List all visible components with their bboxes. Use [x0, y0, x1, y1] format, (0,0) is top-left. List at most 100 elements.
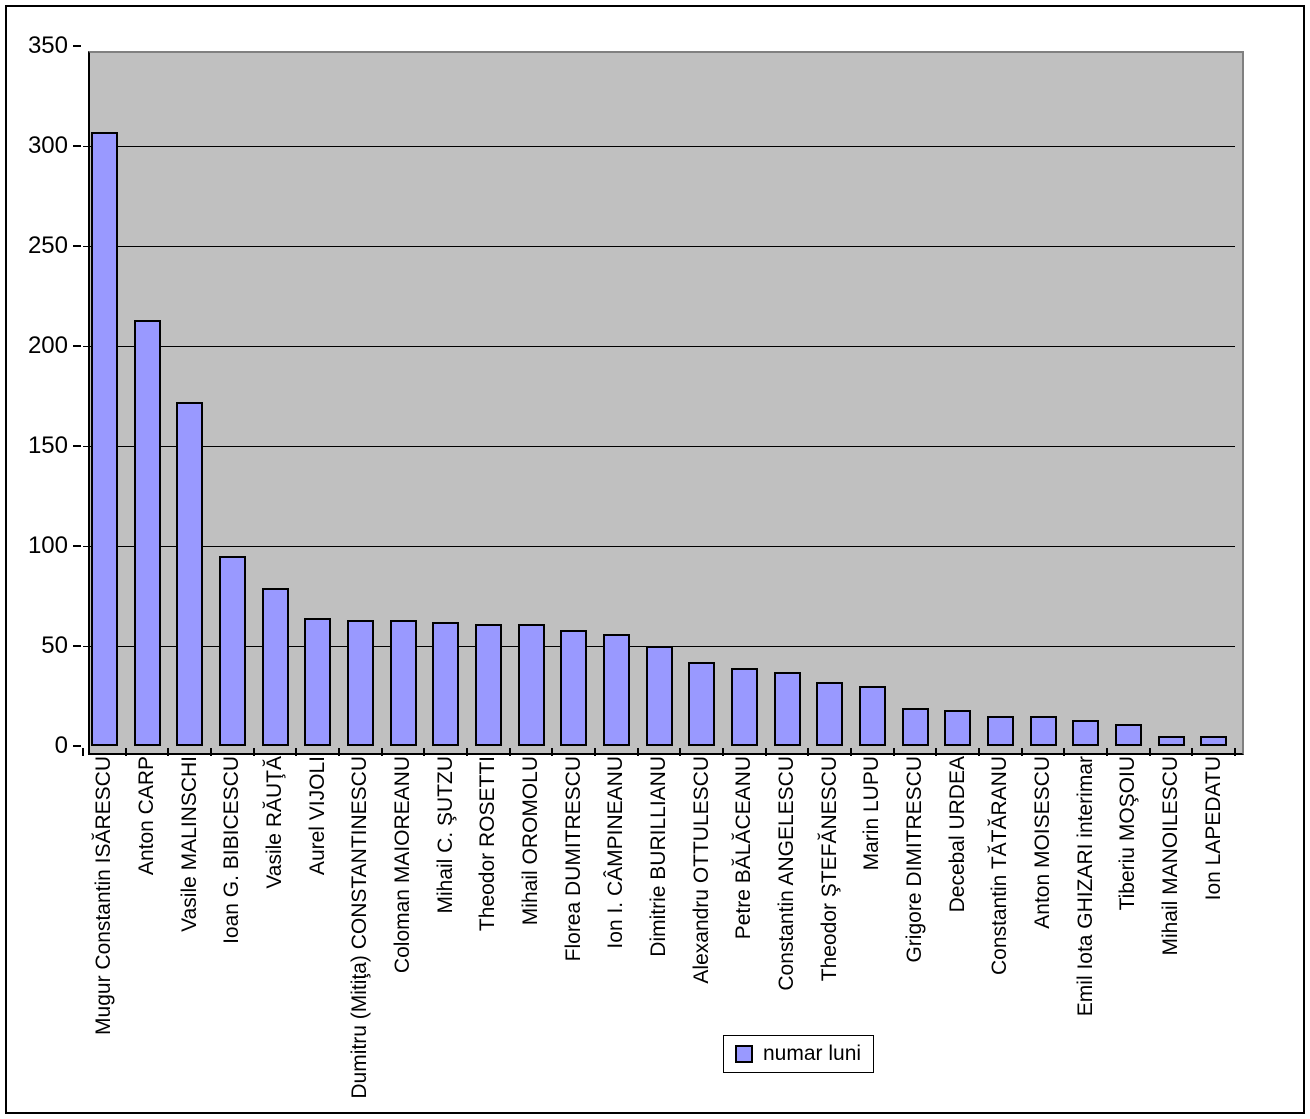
bar — [474, 624, 502, 746]
gridline — [83, 546, 1235, 547]
x-category-label: Florea DUMITRESCU — [561, 756, 585, 962]
bar — [773, 672, 801, 746]
x-tick — [380, 748, 383, 756]
x-tick — [1148, 748, 1151, 756]
x-category-label: Emil Iota GHIZARI interimar — [1073, 756, 1097, 1017]
x-tick — [551, 748, 554, 756]
bar — [517, 624, 545, 746]
x-category-label: Mihail MANOILESCU — [1159, 756, 1182, 956]
y-tick-label: 0 — [54, 732, 68, 759]
x-category-label: Dimitrie BURILLIANU — [647, 756, 670, 957]
gridline — [83, 146, 1235, 147]
x-category-label: Marin LUPU — [860, 756, 884, 871]
bar — [816, 682, 844, 746]
x-tick — [892, 748, 895, 756]
x-category-label: Theodor ROSETTI — [476, 756, 500, 932]
bar — [90, 132, 118, 746]
x-category-label: Vasile MALINSCHI — [177, 756, 201, 932]
x-category-label: Constantin TĂTĂRANU — [988, 756, 1012, 976]
bar — [1157, 736, 1185, 746]
x-tick — [1234, 748, 1236, 756]
plot-layer — [83, 46, 1235, 746]
legend: numar luni — [723, 1035, 875, 1073]
gridline — [83, 346, 1235, 347]
legend-label: numar luni — [763, 1042, 862, 1065]
legend-swatch — [735, 1045, 753, 1063]
x-category-label: Ioan G. BIBICESCU — [220, 756, 244, 944]
bar — [944, 710, 972, 746]
bar — [560, 630, 588, 746]
x-category-label: Tiberiu MOŞOIU — [1116, 756, 1140, 911]
x-category-label: Decebal URDEA — [945, 756, 969, 913]
x-category-label: Mugur Constantin ISĂRESCU — [92, 756, 116, 1035]
y-tick-label: 50 — [41, 632, 68, 659]
bar — [858, 686, 886, 746]
bar — [986, 716, 1014, 746]
y-tick-label: 350 — [27, 32, 68, 59]
x-tick — [764, 748, 767, 756]
bar — [261, 588, 289, 746]
x-tick — [210, 748, 212, 756]
x-category-label: Dumitru (Mitiţa) CONSTANTINESCU — [348, 756, 372, 1099]
y-tick-label: 150 — [27, 432, 68, 459]
x-category-label: Aurel VIJOLI — [305, 756, 329, 876]
x-tick — [722, 748, 724, 756]
x-tick — [978, 748, 980, 756]
x-tick — [1106, 748, 1108, 756]
x-tick — [508, 748, 511, 756]
x-tick — [295, 748, 298, 756]
y-tick — [73, 745, 81, 747]
x-category-label: Ion LAPEDATU — [1201, 756, 1225, 901]
x-tick — [1063, 748, 1066, 756]
x-tick — [807, 748, 810, 756]
x-tick — [1020, 748, 1023, 756]
x-tick — [935, 748, 938, 756]
y-tick-label: 200 — [27, 332, 68, 359]
bar — [133, 320, 161, 746]
x-category-label: Theodor ŞTEFĂNESCU — [817, 756, 841, 982]
y-tick — [73, 245, 81, 247]
bar — [1072, 720, 1100, 746]
x-tick — [167, 748, 170, 756]
x-tick — [423, 748, 426, 756]
x-tick — [466, 748, 468, 756]
bar — [602, 634, 630, 746]
bar — [304, 618, 332, 746]
x-tick — [594, 748, 596, 756]
gridline — [83, 246, 1235, 247]
x-tick — [1191, 748, 1194, 756]
bar — [389, 620, 417, 746]
bar — [1029, 716, 1057, 746]
bar — [901, 708, 929, 746]
y-tick — [73, 145, 81, 147]
x-tick — [82, 748, 84, 756]
x-category-label: Alexandru OTTULESCU — [689, 756, 713, 984]
y-tick — [73, 445, 81, 447]
gridline — [83, 446, 1235, 447]
x-tick — [850, 748, 852, 756]
y-tick-label: 300 — [27, 132, 68, 159]
x-tick — [338, 748, 340, 756]
bar — [688, 662, 716, 746]
bar — [1200, 736, 1228, 746]
y-tick — [73, 45, 81, 47]
x-category-label: Ion I. CÂMPINEANU — [604, 756, 628, 949]
y-tick — [73, 645, 81, 647]
x-category-label: Anton MOISESCU — [1031, 756, 1054, 929]
x-category-label: Mihail OROMOLU — [519, 756, 542, 926]
y-tick — [73, 545, 81, 547]
bar — [176, 402, 204, 746]
x-category-label: Anton CARP — [135, 756, 158, 876]
bar — [218, 556, 246, 746]
x-tick — [252, 748, 255, 756]
bar — [432, 622, 460, 746]
y-tick-label: 100 — [27, 532, 68, 559]
bar — [730, 668, 758, 746]
bar — [346, 620, 374, 746]
x-category-label: Vasile RĂUŢĂ — [263, 756, 286, 889]
x-tick — [679, 748, 682, 756]
bar — [1114, 724, 1142, 746]
y-tick-label: 250 — [27, 232, 68, 259]
x-category-label: Mihail C. ŞUTZU — [433, 756, 457, 914]
